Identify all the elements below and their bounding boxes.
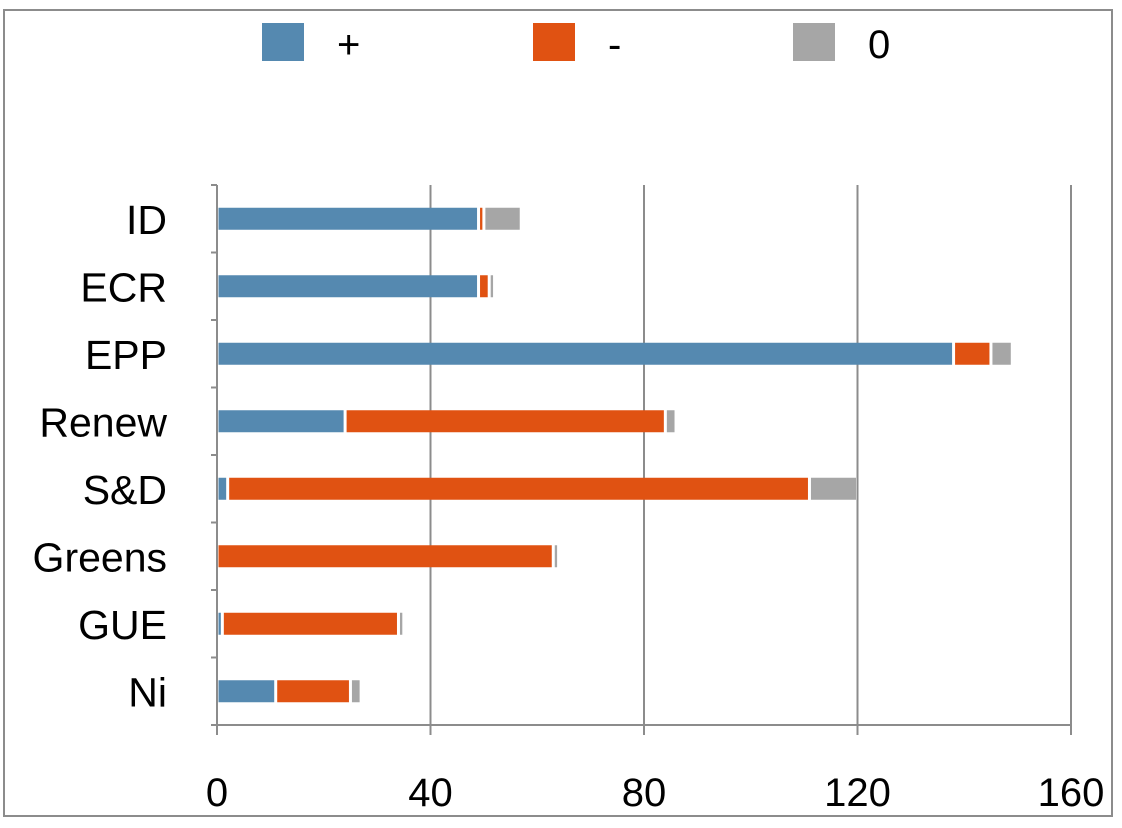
legend-label-minus: - — [608, 23, 621, 67]
category-label-ni: Ni — [128, 669, 167, 715]
bar-id-minus — [480, 207, 483, 230]
bar-greens-zero — [554, 545, 558, 568]
bar-gue-zero — [399, 612, 403, 635]
bar-ni-plus — [218, 680, 275, 703]
category-label-gue: GUE — [78, 602, 167, 648]
legend-swatch-zero — [793, 23, 835, 61]
bar-epp-zero — [992, 342, 1011, 365]
bar-gue-minus — [223, 612, 397, 635]
axes — [211, 184, 1072, 735]
x-tick-label-0: 0 — [206, 771, 228, 815]
category-label-sandd: S&D — [83, 467, 167, 513]
bar-renew-zero — [666, 410, 675, 433]
bar-greens-minus — [218, 545, 552, 568]
legend-swatch-minus — [533, 23, 575, 61]
bars — [218, 207, 1011, 703]
gridlines — [429, 185, 1072, 725]
bar-renew-minus — [346, 410, 664, 433]
x-tick-label-120: 120 — [824, 771, 891, 815]
category-label-renew: Renew — [39, 399, 167, 445]
bar-epp-plus — [218, 342, 953, 365]
bar-ecr-zero — [490, 275, 494, 298]
legend-swatch-plus — [262, 23, 304, 61]
bar-sandd-zero — [810, 477, 856, 500]
category-label-id: ID — [126, 197, 167, 243]
x-tick-label-160: 160 — [1038, 771, 1105, 815]
bar-sandd-minus — [229, 477, 808, 500]
legend-label-zero: 0 — [868, 23, 890, 67]
category-label-ecr: ECR — [80, 264, 167, 310]
bar-ni-zero — [351, 680, 360, 703]
bar-sandd-plus — [218, 477, 227, 500]
legend: + - 0 — [262, 23, 890, 67]
bar-renew-plus — [218, 410, 344, 433]
category-label-epp: EPP — [85, 332, 167, 378]
legend-label-plus: + — [337, 23, 360, 67]
bar-ecr-minus — [480, 275, 488, 298]
bar-epp-minus — [955, 342, 990, 365]
bar-ni-minus — [277, 680, 349, 703]
bar-ecr-plus — [218, 275, 478, 298]
bar-id-zero — [485, 207, 520, 230]
x-tick-label-40: 40 — [408, 771, 453, 815]
labels: 0 40 80 120 160 ID ECR EPP Renew S&D Greens GUE Ni — [33, 197, 1105, 815]
category-label-greens: Greens — [33, 534, 167, 580]
bar-id-plus — [218, 207, 478, 230]
x-tick-label-80: 80 — [622, 771, 667, 815]
bar-gue-plus — [218, 612, 221, 635]
